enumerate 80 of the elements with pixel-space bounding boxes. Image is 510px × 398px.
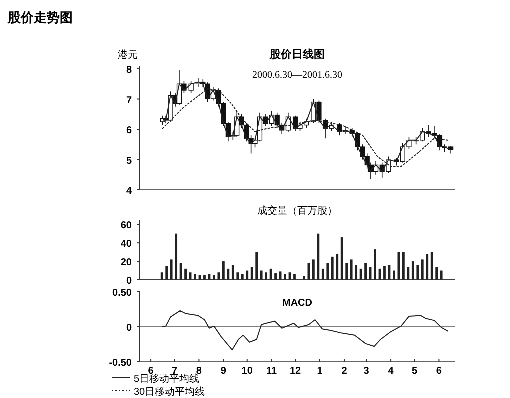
y-tick-label: -0.50	[109, 358, 132, 369]
x-tick-label: 11	[266, 366, 278, 377]
bar	[227, 268, 230, 280]
x-tick-label: 2	[342, 366, 348, 377]
bar	[346, 263, 348, 280]
y-tick-label: 40	[120, 239, 132, 250]
bar	[312, 260, 315, 280]
x-tick-label: 5	[412, 366, 418, 377]
bar	[317, 234, 320, 280]
x-tick-label: 10	[242, 366, 254, 377]
bar	[274, 274, 277, 280]
x-tick-label: 1	[317, 366, 324, 377]
legend-label: 30日移动平均线	[134, 386, 206, 398]
y-tick-label: 6	[126, 126, 132, 137]
annotation: 2000.6.30—2001.6.30	[252, 70, 342, 81]
bar	[236, 272, 240, 280]
bar	[440, 270, 443, 280]
bar	[436, 267, 438, 280]
y-tick-label: 60	[120, 220, 132, 232]
chart-title: 成交量（百万股）	[258, 205, 338, 217]
bar	[250, 267, 254, 280]
bar	[160, 272, 164, 280]
bar	[393, 270, 396, 280]
bar	[218, 272, 220, 280]
x-tick-label: 9	[220, 366, 227, 377]
y-tick-label: 20	[120, 258, 132, 269]
bar	[384, 266, 386, 280]
bar	[241, 274, 244, 280]
y-tick-label: 0	[126, 323, 132, 334]
text: MACD	[282, 298, 312, 309]
bar	[184, 268, 187, 280]
bar	[260, 270, 263, 280]
x-tick-label: 12	[290, 366, 302, 377]
bar	[398, 252, 400, 280]
bar	[364, 263, 367, 280]
y-axis-title: 港元	[118, 49, 138, 61]
bar	[180, 263, 182, 280]
bar	[284, 274, 286, 280]
bar	[246, 270, 249, 280]
y-tick-label: 0	[126, 276, 132, 287]
chart-title: 股价走势图	[7, 10, 73, 25]
y-tick-label: 8	[126, 65, 132, 76]
bar	[256, 252, 258, 280]
bar	[194, 274, 196, 280]
x-tick-label: 3	[364, 366, 370, 377]
bar	[232, 265, 234, 280]
bar	[421, 260, 424, 280]
bar	[166, 266, 168, 280]
bar	[331, 256, 334, 280]
x-tick-label: 4	[388, 366, 394, 377]
bar	[336, 254, 339, 280]
chart-subtitle: 股价日线图	[269, 48, 325, 61]
y-tick-label: 7	[126, 95, 132, 106]
bar	[322, 268, 324, 280]
bar	[426, 254, 429, 280]
bar	[360, 268, 362, 280]
y-tick-label: 0.50	[112, 288, 132, 299]
x-tick-label: 6	[436, 366, 442, 377]
bar	[412, 262, 414, 280]
bar	[430, 252, 434, 280]
bar	[355, 265, 358, 280]
bar	[374, 250, 376, 280]
bar	[326, 263, 330, 280]
bar	[407, 267, 410, 280]
y-tick-label: 5	[126, 156, 132, 167]
y-tick-label: 4	[126, 186, 132, 197]
bar	[175, 234, 178, 280]
bar	[270, 268, 272, 280]
bar	[204, 275, 206, 280]
bar	[308, 263, 310, 280]
bar	[222, 262, 225, 280]
bar	[213, 275, 216, 280]
bar	[265, 272, 268, 280]
bar	[416, 265, 420, 280]
bar	[350, 260, 353, 280]
line-series	[162, 310, 448, 351]
bar	[170, 260, 173, 280]
bar	[340, 238, 344, 280]
bar	[402, 252, 405, 280]
bar	[294, 274, 296, 280]
